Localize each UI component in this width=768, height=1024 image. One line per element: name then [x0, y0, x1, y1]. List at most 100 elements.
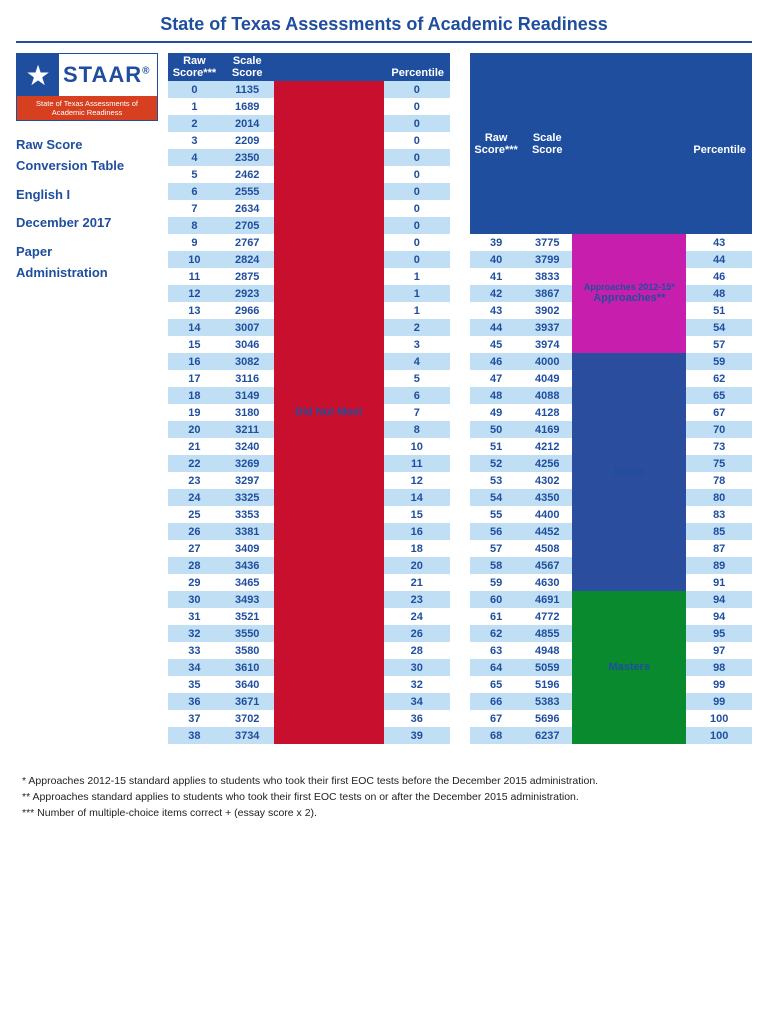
sidebar: ★ STAAR® State of Texas Assessments of A… — [16, 53, 156, 744]
cell-raw: 36 — [168, 693, 221, 710]
cell-raw: 24 — [168, 489, 221, 506]
cell-scale: 2209 — [221, 132, 274, 149]
cell-pct: 73 — [686, 438, 752, 455]
cell-raw: 63 — [470, 642, 522, 659]
cell-scale: 3521 — [221, 608, 274, 625]
cell-raw: 31 — [168, 608, 221, 625]
cell-raw: 57 — [470, 540, 522, 557]
cell-scale: 2705 — [221, 217, 274, 234]
cell-scale: 5383 — [522, 693, 572, 710]
cell-raw: 23 — [168, 472, 221, 489]
cell-pct: 59 — [686, 353, 752, 370]
cell-scale: 4691 — [522, 591, 572, 608]
logo-tagline: State of Texas Assessments of Academic R… — [17, 96, 157, 120]
cell-scale: 4000 — [522, 353, 572, 370]
cell-raw: 1 — [168, 98, 221, 115]
cell-raw: 26 — [168, 523, 221, 540]
cell-pct: 65 — [686, 387, 752, 404]
table-row: 46 4000 Meets 59 — [470, 353, 752, 370]
cell-scale: 3610 — [221, 659, 274, 676]
cell-pct: 26 — [384, 625, 450, 642]
cell-scale: 3833 — [522, 268, 572, 285]
cell-pct: 0 — [384, 81, 450, 98]
cell-scale: 4400 — [522, 506, 572, 523]
cell-pct: 30 — [384, 659, 450, 676]
table-row: 0 1135 Did Not Meet 0 — [168, 81, 450, 98]
cell-scale: 3867 — [522, 285, 572, 302]
cell-raw: 8 — [168, 217, 221, 234]
cell-pct: 8 — [384, 421, 450, 438]
cell-scale: 3381 — [221, 523, 274, 540]
cell-raw: 14 — [168, 319, 221, 336]
cell-pct: 80 — [686, 489, 752, 506]
cell-scale: 4049 — [522, 370, 572, 387]
cell-pct: 91 — [686, 574, 752, 591]
cell-raw: 53 — [470, 472, 522, 489]
cell-scale: 4567 — [522, 557, 572, 574]
cell-pct: 0 — [384, 149, 450, 166]
conversion-table-2: RawScore*** ScaleScore Percentile 39 377… — [470, 53, 752, 744]
cell-scale: 4169 — [522, 421, 572, 438]
cell-raw: 25 — [168, 506, 221, 523]
cell-pct: 0 — [384, 115, 450, 132]
cell-raw: 16 — [168, 353, 221, 370]
cell-scale: 3409 — [221, 540, 274, 557]
cell-pct: 16 — [384, 523, 450, 540]
cell-scale: 4452 — [522, 523, 572, 540]
cell-raw: 30 — [168, 591, 221, 608]
cell-pct: 0 — [384, 200, 450, 217]
cell-raw: 29 — [168, 574, 221, 591]
cell-scale: 3580 — [221, 642, 274, 659]
cell-scale: 2555 — [221, 183, 274, 200]
cell-scale: 4508 — [522, 540, 572, 557]
cell-pct: 94 — [686, 591, 752, 608]
col-scale: ScaleScore — [221, 53, 274, 81]
cell-scale: 2634 — [221, 200, 274, 217]
cell-pct: 48 — [686, 285, 752, 302]
cell-pct: 46 — [686, 268, 752, 285]
cell-scale: 2767 — [221, 234, 274, 251]
cell-pct: 36 — [384, 710, 450, 727]
cell-pct: 100 — [686, 727, 752, 744]
cell-raw: 21 — [168, 438, 221, 455]
cell-raw: 22 — [168, 455, 221, 472]
cell-pct: 4 — [384, 353, 450, 370]
cell-scale: 3493 — [221, 591, 274, 608]
cat-masters: Masters — [572, 591, 686, 744]
cell-raw: 37 — [168, 710, 221, 727]
cell-pct: 70 — [686, 421, 752, 438]
cell-raw: 2 — [168, 115, 221, 132]
cell-scale: 3775 — [522, 234, 572, 251]
cell-raw: 34 — [168, 659, 221, 676]
cell-pct: 3 — [384, 336, 450, 353]
cell-scale: 3116 — [221, 370, 274, 387]
cell-scale: 3937 — [522, 319, 572, 336]
conversion-table-1: RawScore*** ScaleScore Percentile 0 1135… — [168, 53, 450, 744]
cell-scale: 3799 — [522, 251, 572, 268]
cell-raw: 65 — [470, 676, 522, 693]
cell-scale: 4772 — [522, 608, 572, 625]
cell-scale: 4948 — [522, 642, 572, 659]
cell-pct: 28 — [384, 642, 450, 659]
cell-pct: 62 — [686, 370, 752, 387]
cell-raw: 47 — [470, 370, 522, 387]
cell-scale: 4128 — [522, 404, 572, 421]
cell-raw: 20 — [168, 421, 221, 438]
cell-raw: 54 — [470, 489, 522, 506]
cell-pct: 51 — [686, 302, 752, 319]
side-l5: Paper — [16, 242, 156, 263]
cell-raw: 60 — [470, 591, 522, 608]
cell-pct: 5 — [384, 370, 450, 387]
cell-scale: 3240 — [221, 438, 274, 455]
cell-pct: 6 — [384, 387, 450, 404]
cell-pct: 34 — [384, 693, 450, 710]
footnotes: * Approaches 2012-15 standard applies to… — [16, 774, 752, 821]
cell-raw: 6 — [168, 183, 221, 200]
cell-raw: 56 — [470, 523, 522, 540]
cell-raw: 58 — [470, 557, 522, 574]
side-l2: Conversion Table — [16, 156, 156, 177]
cell-scale: 3149 — [221, 387, 274, 404]
cell-raw: 18 — [168, 387, 221, 404]
cell-pct: 11 — [384, 455, 450, 472]
cat-meets: Meets — [572, 353, 686, 591]
